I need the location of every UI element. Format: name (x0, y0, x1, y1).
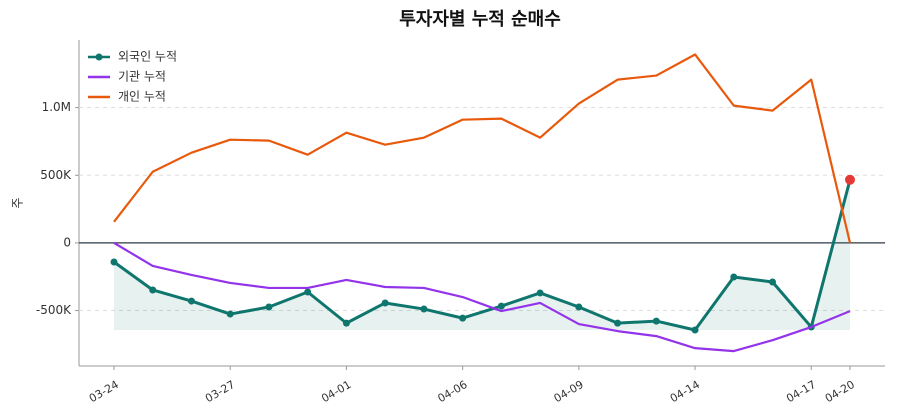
legend-label: 외국인 누적 (118, 50, 177, 64)
series-line (113, 53, 852, 244)
x-tick-label: 03-24 (87, 378, 121, 405)
point (110, 258, 118, 266)
x-tick-label: 04-01 (319, 378, 353, 405)
legend-label: 개인 누적 (118, 90, 166, 104)
point (730, 273, 738, 281)
x-tick-label: 04-20 (823, 378, 857, 405)
point (420, 305, 428, 313)
point (304, 288, 312, 296)
point (652, 317, 660, 325)
y-tick-label: 0 (63, 235, 71, 249)
y-tick-label: -500K (36, 303, 72, 317)
point (342, 319, 350, 327)
x-tick-label: 04-06 (435, 378, 469, 405)
chart-title: 투자자별 누적 순매수 (399, 9, 561, 30)
point (226, 310, 234, 318)
point (769, 278, 777, 286)
point (265, 303, 273, 311)
point (575, 303, 583, 311)
x-tick-label: 04-14 (668, 378, 702, 405)
point (381, 299, 389, 307)
legend-marker (95, 53, 103, 61)
series-line (113, 179, 852, 332)
y-tick-label: 1.0M (42, 100, 71, 114)
y-tick-label: 500K (40, 168, 72, 182)
point (187, 297, 195, 305)
point (149, 286, 157, 294)
x-tick-label: 04-17 (784, 378, 818, 405)
point (459, 314, 467, 322)
series-line (113, 241, 851, 353)
x-tick-label: 03-27 (203, 378, 237, 405)
area (114, 179, 850, 331)
point (845, 174, 855, 185)
x-tick-label: 04-09 (552, 378, 586, 405)
point (691, 326, 699, 334)
legend-label: 기관 누적 (118, 70, 166, 84)
point (536, 289, 544, 297)
point (614, 319, 622, 327)
point (497, 302, 505, 310)
y-axis-label: 주 (11, 197, 25, 208)
